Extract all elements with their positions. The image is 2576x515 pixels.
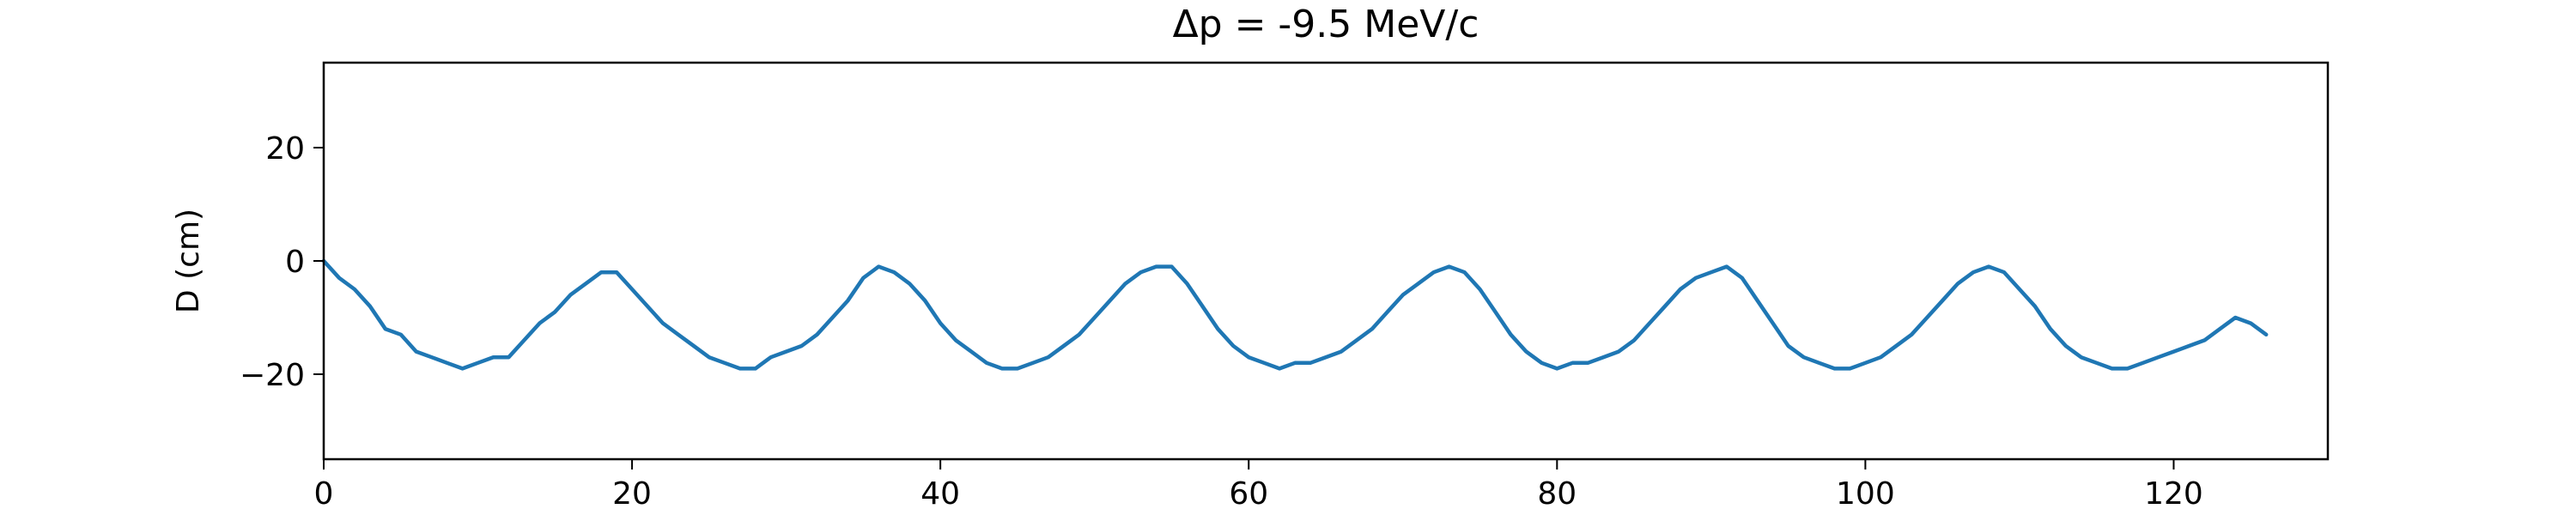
- plot-area: [321, 258, 2269, 371]
- series-line-0: [321, 258, 2269, 371]
- x-tick-label: 80: [1537, 476, 1577, 512]
- x-tick-label: 20: [612, 476, 652, 512]
- plot-frame: [322, 61, 2330, 461]
- y-tick-label: 0: [285, 245, 305, 280]
- y-axis: 20 0 −20: [240, 131, 324, 393]
- x-tick-label: 100: [1836, 476, 1895, 512]
- x-tick-label: 40: [920, 476, 960, 512]
- chart-title: Δp = -9.5 MeV/c: [1173, 3, 1479, 46]
- x-axis: 0 20 40 60 80 100 120: [314, 459, 2203, 512]
- y-axis-label: D (cm): [171, 209, 206, 313]
- y-tick-label: −20: [240, 358, 305, 393]
- y-tick-label: 20: [265, 131, 305, 167]
- x-tick-label: 0: [314, 476, 334, 512]
- x-tick-label: 120: [2144, 476, 2203, 512]
- x-tick-label: 60: [1229, 476, 1268, 512]
